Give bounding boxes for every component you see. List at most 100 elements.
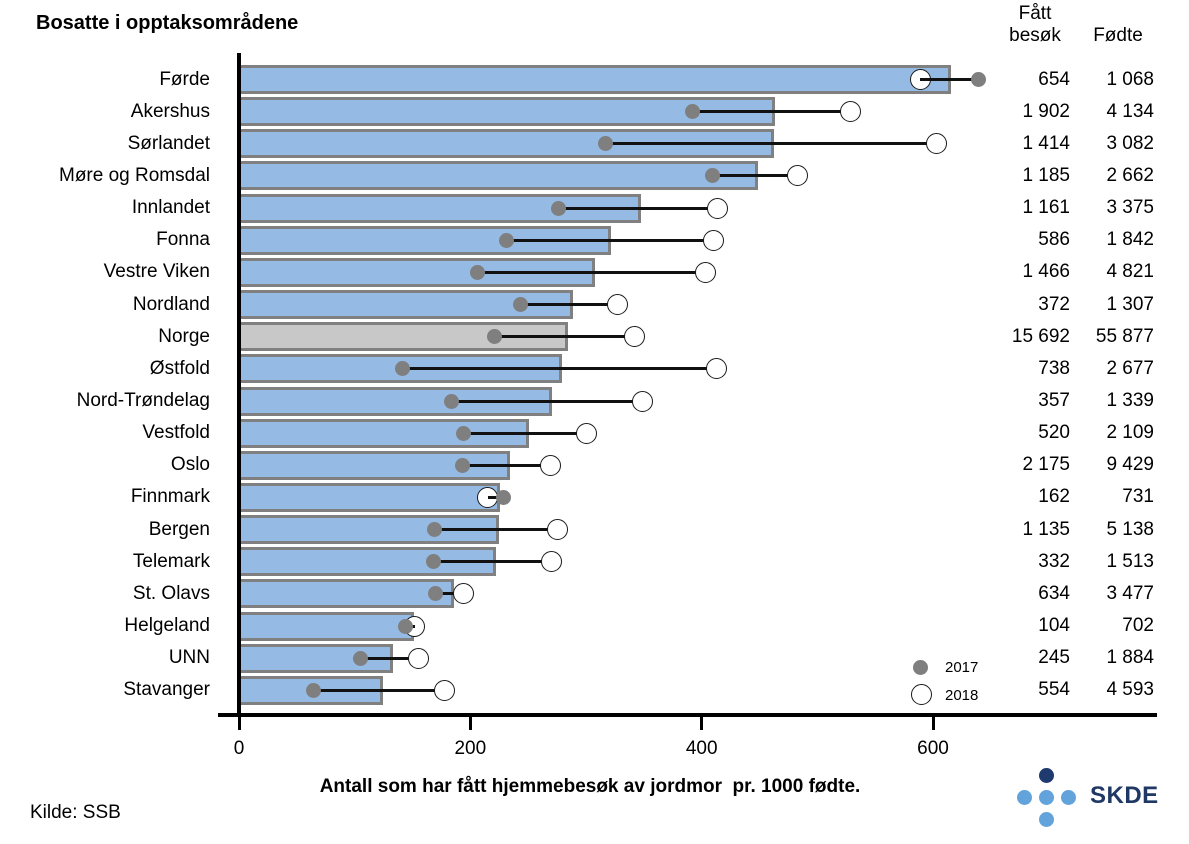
dot-2017: [425, 554, 441, 570]
x-axis-tick-label: 200: [454, 738, 487, 759]
connector-line: [520, 303, 618, 307]
connector-line: [313, 688, 445, 692]
value-fodte: 4 821: [1106, 261, 1154, 283]
dot-2017: [428, 586, 444, 602]
dot-2017: [352, 650, 368, 666]
dot-2017: [970, 72, 986, 87]
value-fodte: 2 662: [1106, 164, 1154, 186]
connector-line: [402, 367, 717, 371]
bar: [238, 611, 415, 641]
dot-2018: [546, 519, 568, 541]
row-label: Nordland: [132, 293, 210, 315]
value-fodte: 731: [1122, 486, 1154, 508]
connector-line: [463, 431, 586, 435]
connector-line: [433, 560, 552, 564]
value-fodte: 4 134: [1106, 100, 1154, 122]
dot-2017: [394, 361, 410, 377]
row-label: Oslo: [170, 454, 210, 476]
value-fatt-besok: 1 902: [1022, 100, 1070, 122]
row-label: Møre og Romsdal: [59, 164, 210, 186]
bar: [238, 290, 573, 320]
row-label: Innlandet: [131, 197, 210, 219]
connector-line: [451, 399, 643, 403]
value-fatt-besok: 357: [1038, 390, 1070, 411]
dot-2018: [706, 358, 728, 380]
row-label: Telemark: [132, 550, 210, 572]
dot-2017: [469, 264, 485, 280]
x-axis-tick: [237, 717, 241, 730]
value-fodte: 1 884: [1106, 647, 1154, 669]
source-note: Kilde: SSB: [30, 802, 121, 823]
row-label: Nord-Trøndelag: [76, 390, 210, 411]
dot-2017: [398, 618, 414, 634]
value-fodte: 1 513: [1106, 550, 1154, 572]
value-fodte: 1 068: [1106, 68, 1154, 90]
dot-2018: [840, 101, 862, 123]
dot-2018: [787, 165, 809, 187]
dot-2018: [624, 326, 646, 348]
legend-2017-label: 2017: [945, 659, 979, 676]
dot-2017: [512, 297, 528, 313]
value-fatt-besok: 332: [1038, 550, 1070, 572]
connector-line: [487, 495, 504, 499]
connector-line: [558, 206, 718, 210]
value-fodte: 5 138: [1106, 518, 1154, 540]
value-fatt-besok: 1 414: [1022, 132, 1070, 154]
value-fodte: 55 877: [1095, 325, 1154, 347]
value-fodte: 3 082: [1106, 132, 1154, 154]
x-axis-tick: [468, 717, 472, 730]
column-header-fodte: Fødte: [1093, 25, 1143, 46]
dot-2018: [702, 229, 724, 251]
row-label: Førde: [159, 68, 210, 90]
legend-2018-circle-icon: [911, 684, 932, 705]
dot-2017: [454, 457, 470, 473]
row-label: Østfold: [149, 357, 210, 379]
logo-dot-top-icon: [1039, 768, 1054, 783]
logo-dot-left-icon: [1017, 790, 1032, 805]
row-label: Vestre Viken: [103, 261, 210, 283]
row-label: Norge: [158, 325, 210, 347]
logo-dot-right-icon: [1061, 790, 1076, 805]
value-fodte: 1 842: [1106, 229, 1154, 251]
x-axis-line: [218, 713, 1157, 717]
value-fatt-besok: 738: [1038, 357, 1070, 379]
value-fatt-besok: 586: [1038, 229, 1070, 251]
connector-line: [434, 528, 558, 532]
bar: [238, 482, 500, 512]
value-fodte: 9 429: [1106, 454, 1154, 476]
value-fodte: 4 593: [1106, 679, 1154, 701]
bar: [238, 322, 569, 352]
connector-line: [605, 142, 937, 146]
x-axis-title: Antall som har fått hjemmebesøk av jordm…: [319, 776, 861, 797]
dot-2018: [539, 454, 561, 476]
value-fatt-besok: 162: [1038, 486, 1070, 508]
column-header-fatt-besok-line1: Fått: [1018, 3, 1052, 24]
logo-dot-center-icon: [1039, 790, 1054, 805]
bar: [238, 65, 951, 94]
value-fodte: 3 375: [1106, 197, 1154, 219]
connector-line: [360, 656, 419, 660]
dot-2017: [496, 489, 512, 505]
dot-2017: [684, 104, 700, 120]
value-fodte: 3 477: [1106, 582, 1154, 604]
dot-2017: [498, 232, 514, 248]
value-fodte: 2 677: [1106, 357, 1154, 379]
connector-line: [462, 463, 551, 467]
connector-line: [435, 592, 464, 596]
value-fodte: 702: [1122, 615, 1154, 637]
row-label: Finnmark: [130, 486, 210, 508]
row-label: Sørlandet: [127, 132, 210, 154]
row-label: Stavanger: [123, 679, 210, 701]
value-fatt-besok: 634: [1038, 582, 1070, 604]
value-fatt-besok: 15 692: [1011, 325, 1070, 347]
value-fatt-besok: 1 185: [1022, 164, 1070, 186]
row-label: Vestfold: [142, 422, 210, 444]
connector-line: [506, 238, 714, 242]
dot-2017: [487, 329, 503, 345]
value-fatt-besok: 554: [1038, 679, 1070, 701]
dot-2017: [704, 168, 720, 184]
connector-line: [692, 110, 851, 114]
value-fatt-besok: 372: [1038, 293, 1070, 315]
